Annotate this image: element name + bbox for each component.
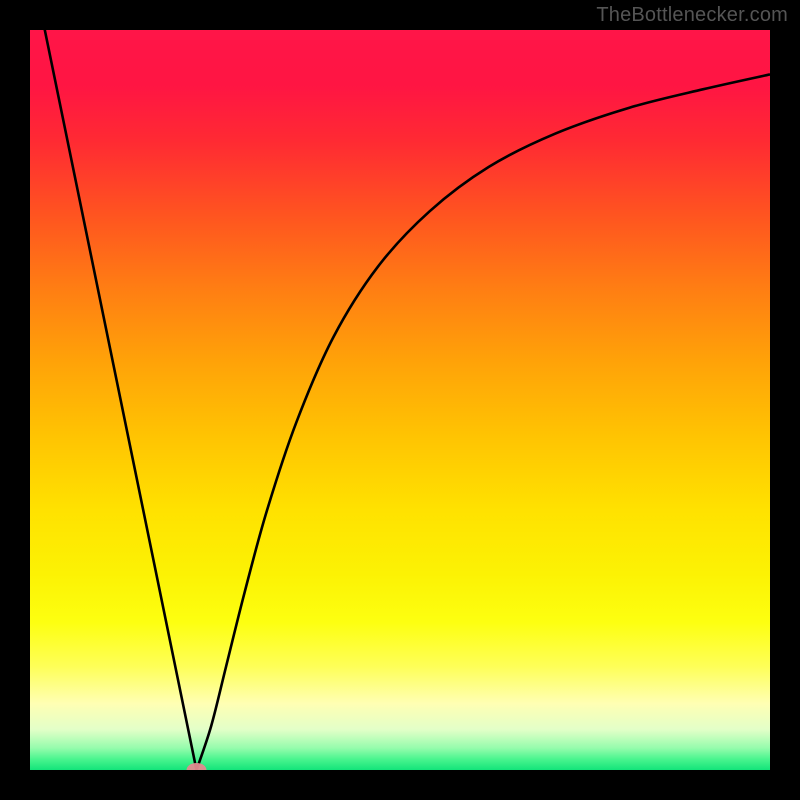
chart-svg [0,0,800,800]
chart-background [30,30,770,770]
watermark-text: TheBottlenecker.com [596,4,788,27]
bottleneck-chart: TheBottlenecker.com [0,0,800,800]
